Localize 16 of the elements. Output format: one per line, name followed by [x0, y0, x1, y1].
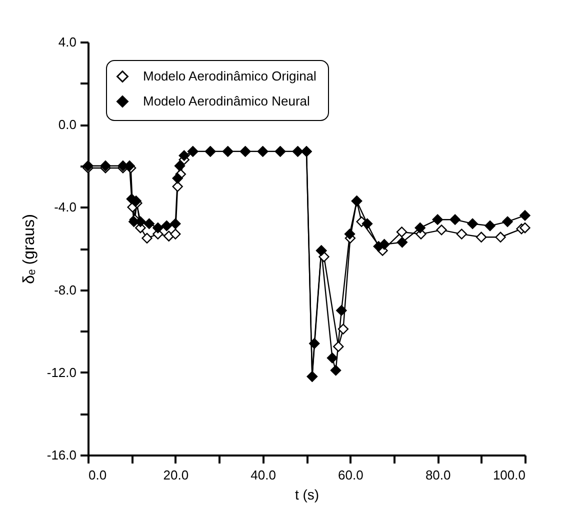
x-tick-label: 60.0: [338, 468, 364, 482]
x-tick-label: 80.0: [425, 468, 451, 482]
x-axis-title: t (s): [294, 486, 320, 502]
y-tick-label: -4.0: [54, 200, 76, 215]
legend-label: Modelo Aerodinâmico Neural: [143, 94, 310, 108]
y-tick-label: -12.0: [46, 364, 76, 380]
y-tick-label: 4.0: [58, 34, 76, 50]
legend-label: Modelo Aerodinâmico Original: [143, 68, 317, 84]
y-tick-label: -8.0: [54, 282, 76, 298]
y-tick-label: 0.0: [58, 117, 76, 132]
x-tick-label: 0.0: [88, 468, 107, 482]
x-tick-label: 20.0: [163, 468, 189, 482]
y-axis-title: δₑ (graus): [20, 214, 38, 284]
x-tick-label: 40.0: [250, 468, 276, 482]
y-tick-label: -16.0: [46, 448, 76, 462]
x-tick-label: 100.0: [492, 468, 526, 482]
